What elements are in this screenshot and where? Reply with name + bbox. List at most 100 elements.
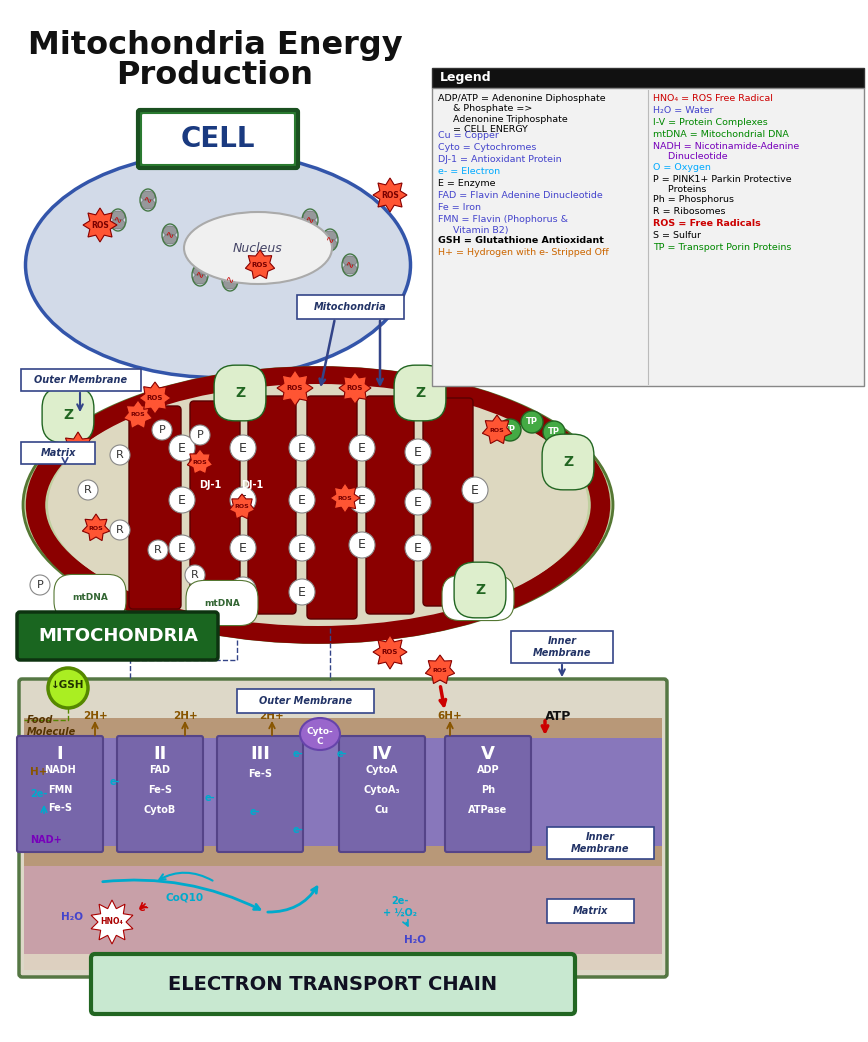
Text: TP = Transport Porin Proteins: TP = Transport Porin Proteins — [653, 243, 792, 252]
Circle shape — [349, 435, 375, 461]
Text: 2H+: 2H+ — [173, 711, 197, 721]
Circle shape — [152, 420, 172, 440]
Text: Matrix: Matrix — [573, 905, 608, 916]
Text: E: E — [358, 494, 366, 506]
FancyBboxPatch shape — [24, 954, 662, 970]
Text: I-V = Protein Complexes: I-V = Protein Complexes — [653, 118, 768, 127]
Text: ROS: ROS — [432, 668, 447, 672]
Text: ROS: ROS — [347, 384, 363, 391]
Circle shape — [110, 445, 130, 465]
Ellipse shape — [25, 152, 411, 377]
Circle shape — [349, 487, 375, 513]
Text: Ph: Ph — [481, 785, 495, 795]
Ellipse shape — [193, 274, 207, 284]
Text: DJ-1 = Antioxidant Protein: DJ-1 = Antioxidant Protein — [438, 155, 562, 165]
Text: FMN: FMN — [48, 785, 72, 795]
Text: Nucleus: Nucleus — [233, 242, 283, 254]
FancyBboxPatch shape — [141, 113, 295, 165]
Text: TP: TP — [504, 425, 516, 435]
FancyBboxPatch shape — [432, 68, 864, 88]
Text: Outer Membrane: Outer Membrane — [35, 375, 128, 384]
Ellipse shape — [343, 264, 357, 274]
FancyBboxPatch shape — [21, 442, 95, 464]
Circle shape — [499, 419, 521, 441]
Text: ROS: ROS — [89, 525, 103, 530]
Text: mtDNA: mtDNA — [72, 593, 108, 601]
Text: ∿: ∿ — [196, 270, 204, 280]
Text: ROS: ROS — [193, 460, 207, 465]
Text: DJ-1: DJ-1 — [241, 480, 263, 490]
Circle shape — [48, 668, 88, 708]
Text: ROS: ROS — [234, 504, 249, 510]
Text: Legend: Legend — [440, 72, 491, 84]
Text: Production: Production — [116, 60, 313, 91]
Text: TP: TP — [526, 418, 538, 426]
Circle shape — [148, 540, 168, 560]
Text: ADP: ADP — [477, 765, 499, 775]
Text: O = Oxygen: O = Oxygen — [653, 163, 711, 172]
Text: ∿: ∿ — [346, 260, 354, 270]
Ellipse shape — [111, 210, 125, 221]
Ellipse shape — [193, 266, 207, 276]
Text: E: E — [298, 442, 306, 454]
Text: E: E — [239, 494, 247, 506]
Circle shape — [462, 477, 488, 503]
Text: CoQ10: CoQ10 — [166, 892, 204, 902]
Polygon shape — [187, 449, 213, 474]
Circle shape — [289, 435, 315, 461]
Text: Matrix: Matrix — [40, 448, 76, 458]
Text: C: C — [317, 737, 323, 745]
Text: CytoA: CytoA — [365, 765, 398, 775]
Text: Z: Z — [235, 386, 245, 400]
Text: e-: e- — [293, 749, 303, 759]
Text: Mitochondria Energy: Mitochondria Energy — [28, 30, 402, 61]
Text: ROS: ROS — [70, 446, 85, 450]
Ellipse shape — [163, 234, 177, 244]
Text: R: R — [84, 485, 92, 495]
Circle shape — [230, 487, 256, 513]
Text: ROS: ROS — [381, 191, 399, 199]
Text: DJ-1: DJ-1 — [199, 480, 221, 490]
Text: Cu = Copper: Cu = Copper — [438, 131, 499, 141]
Text: FAD = Flavin Adenine Dinucleotide: FAD = Flavin Adenine Dinucleotide — [438, 192, 602, 200]
Polygon shape — [82, 514, 109, 541]
Text: e-: e- — [337, 749, 347, 759]
Text: Food
Molecule: Food Molecule — [27, 715, 76, 737]
FancyBboxPatch shape — [24, 738, 662, 846]
Ellipse shape — [300, 718, 340, 750]
Circle shape — [185, 565, 205, 585]
Circle shape — [405, 489, 431, 515]
Text: e-: e- — [109, 777, 121, 787]
Text: Cyto = Cytochromes: Cyto = Cytochromes — [438, 144, 536, 152]
Text: R = Ribosomes: R = Ribosomes — [653, 207, 726, 216]
Text: E: E — [414, 446, 422, 458]
Text: Fe = Iron: Fe = Iron — [438, 203, 481, 213]
Text: I: I — [56, 745, 63, 763]
FancyBboxPatch shape — [297, 295, 404, 319]
Text: 2e-
+ ½O₂: 2e- + ½O₂ — [383, 896, 417, 918]
Ellipse shape — [184, 212, 332, 284]
Text: E: E — [298, 494, 306, 506]
Text: mtDNA: mtDNA — [204, 598, 240, 607]
FancyBboxPatch shape — [138, 110, 298, 168]
Text: Inner
Membrane: Inner Membrane — [571, 833, 630, 853]
Text: E: E — [298, 586, 306, 598]
Ellipse shape — [323, 239, 337, 249]
FancyBboxPatch shape — [423, 398, 473, 606]
Text: ADP/ATP = Adenonine Diphosphate
     & Phosphate =>
     Adenonine Triphosphate
: ADP/ATP = Adenonine Diphosphate & Phosph… — [438, 94, 606, 134]
Polygon shape — [483, 415, 511, 444]
Text: 2H+: 2H+ — [260, 711, 285, 721]
Text: ELECTRON TRANSPORT CHAIN: ELECTRON TRANSPORT CHAIN — [168, 974, 497, 993]
FancyBboxPatch shape — [248, 396, 296, 614]
FancyBboxPatch shape — [339, 736, 425, 852]
Polygon shape — [373, 635, 407, 669]
Text: Z: Z — [563, 455, 573, 469]
Ellipse shape — [343, 256, 357, 266]
Text: ∿: ∿ — [306, 215, 314, 225]
Circle shape — [169, 487, 195, 513]
FancyBboxPatch shape — [547, 827, 654, 859]
Circle shape — [30, 575, 50, 595]
Circle shape — [543, 421, 565, 443]
FancyBboxPatch shape — [21, 369, 141, 391]
Ellipse shape — [48, 384, 588, 626]
